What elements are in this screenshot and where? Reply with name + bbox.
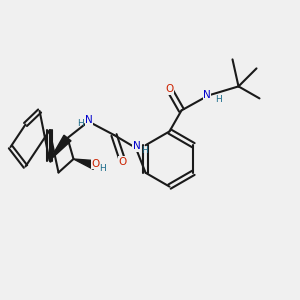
Polygon shape: [74, 159, 96, 169]
Text: O: O: [119, 157, 127, 167]
Text: H: H: [141, 146, 148, 155]
Text: H: H: [99, 164, 105, 173]
Text: N: N: [133, 141, 140, 152]
Text: N: N: [85, 115, 93, 125]
Text: N: N: [203, 90, 211, 100]
Polygon shape: [50, 135, 71, 161]
Text: O: O: [165, 84, 174, 94]
Text: H: H: [215, 94, 222, 103]
Text: O: O: [92, 159, 100, 169]
Text: H: H: [78, 118, 84, 127]
